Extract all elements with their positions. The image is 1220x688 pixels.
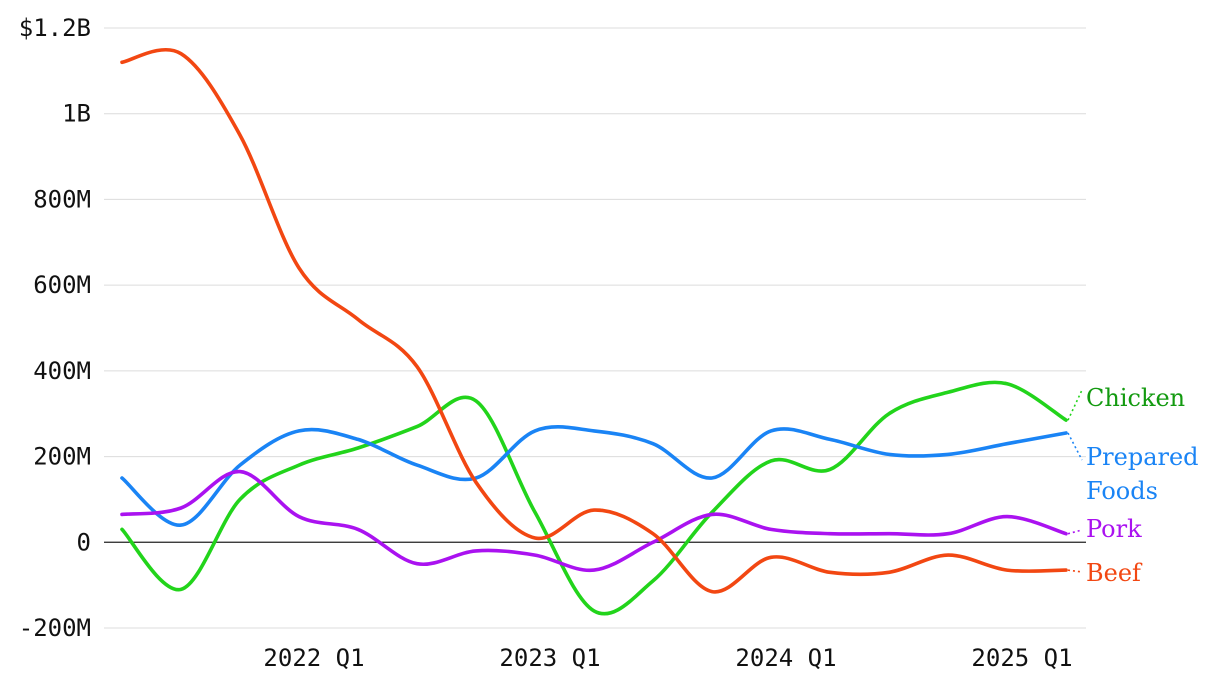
series-connector-prepared-foods (1067, 432, 1083, 461)
series-label-prepared-foods: Prepared Foods (1086, 443, 1199, 505)
x-tick-label: 2025 Q1 (971, 644, 1072, 672)
y-tick-label: $1.2B (19, 14, 91, 42)
gridlines (104, 27, 1086, 629)
series-line-prepared-foods (120, 425, 1068, 527)
y-tick-label: 0 (77, 528, 91, 556)
y-tick-label: 400M (33, 357, 91, 385)
x-tick-label: 2022 Q1 (263, 644, 364, 672)
y-tick-label: -200M (19, 614, 91, 642)
y-tick-label: 1B (62, 100, 91, 128)
series-line-pork (120, 469, 1068, 573)
series-lines (120, 47, 1068, 616)
series-labels: Chicken Prepared Foods Pork Beef (1067, 384, 1199, 587)
series-label-beef: Beef (1086, 559, 1143, 587)
y-tick-label: 800M (33, 185, 91, 213)
x-axis-ticks: 2022 Q1 2023 Q1 2024 Q1 2025 Q1 (263, 644, 1072, 672)
series-connector-pork (1067, 529, 1083, 535)
y-axis-ticks: $1.2B 1B 800M 600M 400M 200M 0 -200M (19, 14, 91, 642)
x-tick-label: 2023 Q1 (499, 644, 600, 672)
y-tick-label: 600M (33, 271, 91, 299)
x-tick-label: 2024 Q1 (735, 644, 836, 672)
series-line-chicken (120, 380, 1068, 616)
series-connector-chicken (1067, 389, 1083, 421)
series-line-beef (120, 47, 1068, 594)
series-connector-beef (1067, 569, 1083, 573)
series-label-pork: Pork (1086, 515, 1142, 543)
y-tick-label: 200M (33, 443, 91, 471)
series-label-chicken: Chicken (1086, 384, 1185, 412)
